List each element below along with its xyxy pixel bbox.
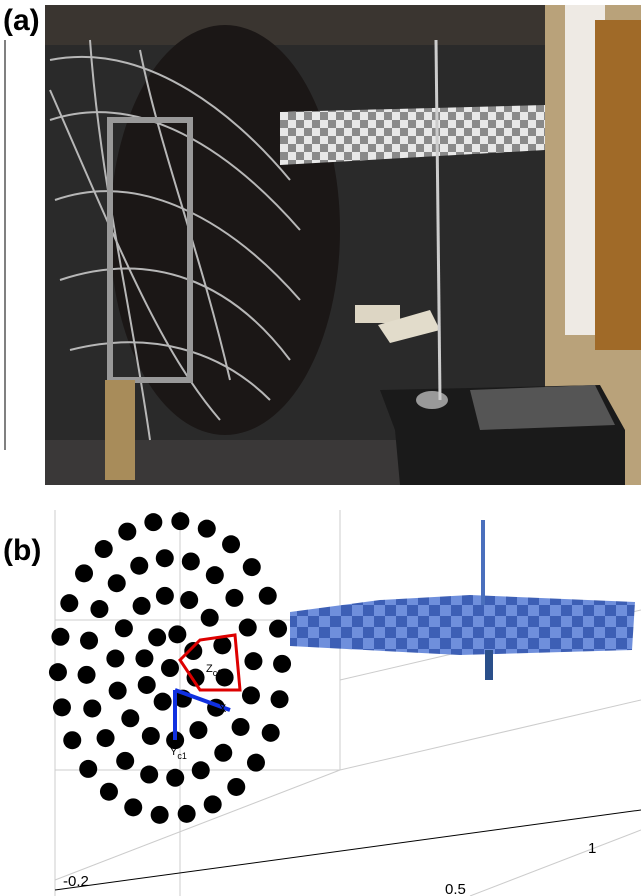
marker-dot (222, 535, 241, 554)
marker-dot (63, 731, 82, 750)
tick-label: 0.5 (445, 881, 466, 896)
axis-label: X (219, 703, 227, 715)
marker-dot (121, 709, 140, 728)
marker-dot (166, 731, 185, 750)
marker-dot (189, 721, 208, 740)
marker-dot (242, 558, 261, 577)
axis-label-main: Y (170, 746, 178, 758)
axis-label-sub: c1 (213, 668, 223, 678)
plot-3d (54, 510, 641, 896)
marker-dot (166, 768, 185, 787)
marker-dot (114, 619, 133, 638)
marker-dot (214, 743, 233, 762)
marker-dot (144, 513, 163, 532)
marker-dot (155, 549, 174, 568)
marker-dot (60, 594, 79, 613)
marker-dot (273, 654, 292, 673)
marker-dot (155, 586, 174, 605)
axes-triad (173, 633, 242, 740)
marker-dot (203, 795, 222, 814)
marker-dot (180, 591, 199, 610)
marker-dot (124, 798, 143, 817)
marker-dot (186, 668, 205, 687)
marker-dot (153, 692, 172, 711)
marker-dot (99, 782, 118, 801)
marker-dot (135, 649, 154, 668)
tick-label: -0.2 (63, 873, 89, 890)
marker-dot (51, 627, 70, 646)
marker-dot (107, 574, 126, 593)
marker-dot (137, 675, 156, 694)
marker-dot (48, 663, 67, 682)
marker-dot (261, 723, 280, 742)
marker-dot (269, 619, 288, 638)
marker-dot (244, 652, 263, 671)
marker-dot (227, 777, 246, 796)
marker-dot (75, 564, 94, 583)
marker-dot (148, 628, 167, 647)
marker-dot (270, 690, 289, 709)
marker-dot (215, 668, 234, 687)
marker-dot (161, 659, 179, 677)
marker-dot (141, 726, 160, 745)
tick-label: 1 (588, 840, 596, 857)
marker-dot (184, 642, 203, 661)
marker-dot (238, 618, 257, 637)
axis-label: Yc1 (170, 746, 187, 761)
marker-dot (118, 522, 137, 541)
marker-dot (197, 519, 216, 538)
axis-label-sub: c1 (177, 751, 187, 761)
marker-dot (205, 566, 224, 585)
marker-dot (94, 540, 113, 559)
marker-dot (213, 636, 232, 655)
marker-dot (130, 556, 149, 575)
marker-dot (83, 699, 102, 718)
marker-dot (181, 552, 200, 571)
marker-dot (225, 588, 244, 607)
marker-dot (150, 805, 169, 824)
marker-dot (200, 608, 219, 627)
marker-dot (171, 512, 190, 531)
marker-dot (177, 804, 196, 823)
photo (45, 5, 641, 485)
marker-dot (52, 698, 71, 717)
marker-dot (116, 751, 135, 770)
marker-dot (96, 729, 115, 748)
marker-dot (77, 665, 96, 684)
panel-label: (a) (3, 4, 40, 37)
marker-dot (231, 717, 250, 736)
marker-dot (108, 681, 127, 700)
marker-dot (168, 625, 187, 644)
panel-label: (b) (3, 534, 41, 567)
marker-dot (90, 600, 109, 619)
marker-dot (191, 761, 210, 780)
marker-dot (106, 649, 125, 668)
axis-label: Zc1 (206, 663, 222, 678)
marker-dot (241, 686, 260, 705)
axis-label-main: Z (206, 663, 213, 675)
marker-dot (258, 586, 277, 605)
marker-dot (132, 596, 151, 615)
marker-dot (246, 753, 265, 772)
marker-dot (140, 765, 159, 784)
marker-dot (79, 759, 98, 778)
marker-dot (80, 631, 99, 650)
